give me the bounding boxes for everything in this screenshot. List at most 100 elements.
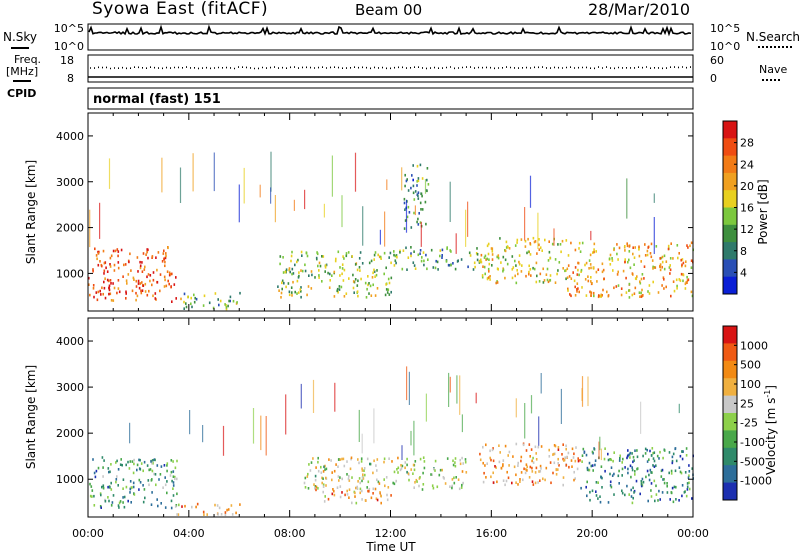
range-cell <box>631 272 634 275</box>
range-cell <box>485 258 487 261</box>
range-cell <box>669 272 671 275</box>
range-cell <box>304 486 307 489</box>
range-cell <box>372 271 374 275</box>
range-cell <box>504 444 507 448</box>
range-cell <box>551 242 554 246</box>
range-cell <box>525 449 528 452</box>
range-cell <box>653 451 656 454</box>
cpid-value: normal (fast) 151 <box>93 92 221 107</box>
range-cell <box>304 476 307 480</box>
range-cell <box>596 280 598 283</box>
range-cell <box>410 252 412 255</box>
range-cell <box>95 469 98 473</box>
range-cell <box>417 177 420 180</box>
range-cell <box>508 464 510 467</box>
range-cell <box>576 467 579 471</box>
range-cell <box>139 468 142 471</box>
range-cell <box>451 484 453 488</box>
range-cell <box>368 490 370 493</box>
range-cell <box>573 470 575 474</box>
range-cell <box>567 451 570 455</box>
time-axis-title: Time UT <box>365 540 416 554</box>
range-cell <box>690 290 693 294</box>
range-cell <box>416 164 419 168</box>
range-cell <box>103 261 106 265</box>
range-streak <box>334 382 336 412</box>
range-cell <box>549 274 552 277</box>
range-cell <box>557 269 559 272</box>
range-cell <box>498 444 500 447</box>
range-cell <box>102 475 104 478</box>
range-cell <box>152 278 155 282</box>
range-cell <box>634 246 636 249</box>
range-cell <box>98 250 100 254</box>
power-frame <box>87 112 694 312</box>
range-cell <box>291 250 293 254</box>
colorbar-segment <box>723 259 737 278</box>
range-cell <box>363 469 365 472</box>
range-cell <box>101 456 104 459</box>
range-cell <box>491 448 494 452</box>
range-cell <box>476 247 478 250</box>
range-cell <box>338 288 341 291</box>
range-cell <box>419 476 421 479</box>
range-cell <box>104 277 106 280</box>
range-cell <box>540 445 543 448</box>
range-cell <box>472 268 475 271</box>
range-cell <box>435 259 437 263</box>
range-cell <box>661 260 664 264</box>
range-streak <box>413 420 415 456</box>
range-streak <box>590 230 592 241</box>
velocity-y-label: Slant Range [km] <box>24 365 38 469</box>
range-cell <box>408 211 411 214</box>
range-cell <box>535 452 537 455</box>
range-cell <box>670 472 673 475</box>
range-cell <box>159 473 162 476</box>
range-cell <box>109 265 112 268</box>
range-cell <box>426 167 429 170</box>
range-cell <box>140 289 142 293</box>
range-cell <box>638 291 641 294</box>
range-cell <box>218 506 221 510</box>
range-cell <box>459 462 462 466</box>
range-cell <box>111 501 114 504</box>
range-cell <box>548 455 551 458</box>
colorbar-tick-label: 24 <box>740 158 754 171</box>
range-cell <box>597 268 600 271</box>
range-cell <box>678 252 680 255</box>
range-cell <box>449 485 451 488</box>
range-cell <box>517 272 519 276</box>
range-cell <box>225 306 228 309</box>
time-tick-label: 00:00 <box>72 527 104 540</box>
range-cell <box>412 184 415 188</box>
range-cell <box>149 274 152 277</box>
range-cell <box>370 294 373 297</box>
freq-tick-bottom: 8 <box>67 72 74 85</box>
range-cell <box>358 266 361 269</box>
range-cell <box>483 256 486 259</box>
range-cell <box>677 256 679 260</box>
range-cell <box>196 502 199 506</box>
range-streak <box>626 178 628 219</box>
range-streak <box>587 376 589 407</box>
range-cell <box>385 288 388 291</box>
range-cell <box>618 459 621 462</box>
range-cell <box>99 289 101 293</box>
colorbar-tick-label: 500 <box>740 359 761 372</box>
range-cell <box>502 459 505 462</box>
range-cell <box>339 476 341 479</box>
range-cell <box>131 460 134 463</box>
range-cell <box>156 268 158 272</box>
range-cell <box>101 485 103 489</box>
range-cell <box>616 273 619 276</box>
range-cell <box>522 478 524 482</box>
range-streak <box>538 416 540 446</box>
range-cell <box>324 464 326 468</box>
range-cell <box>141 281 143 284</box>
range-cell <box>410 186 412 190</box>
range-cell <box>343 295 346 298</box>
range-cell <box>151 283 153 287</box>
range-cell <box>331 274 333 277</box>
range-cell <box>389 251 392 255</box>
range-cell <box>141 261 143 264</box>
